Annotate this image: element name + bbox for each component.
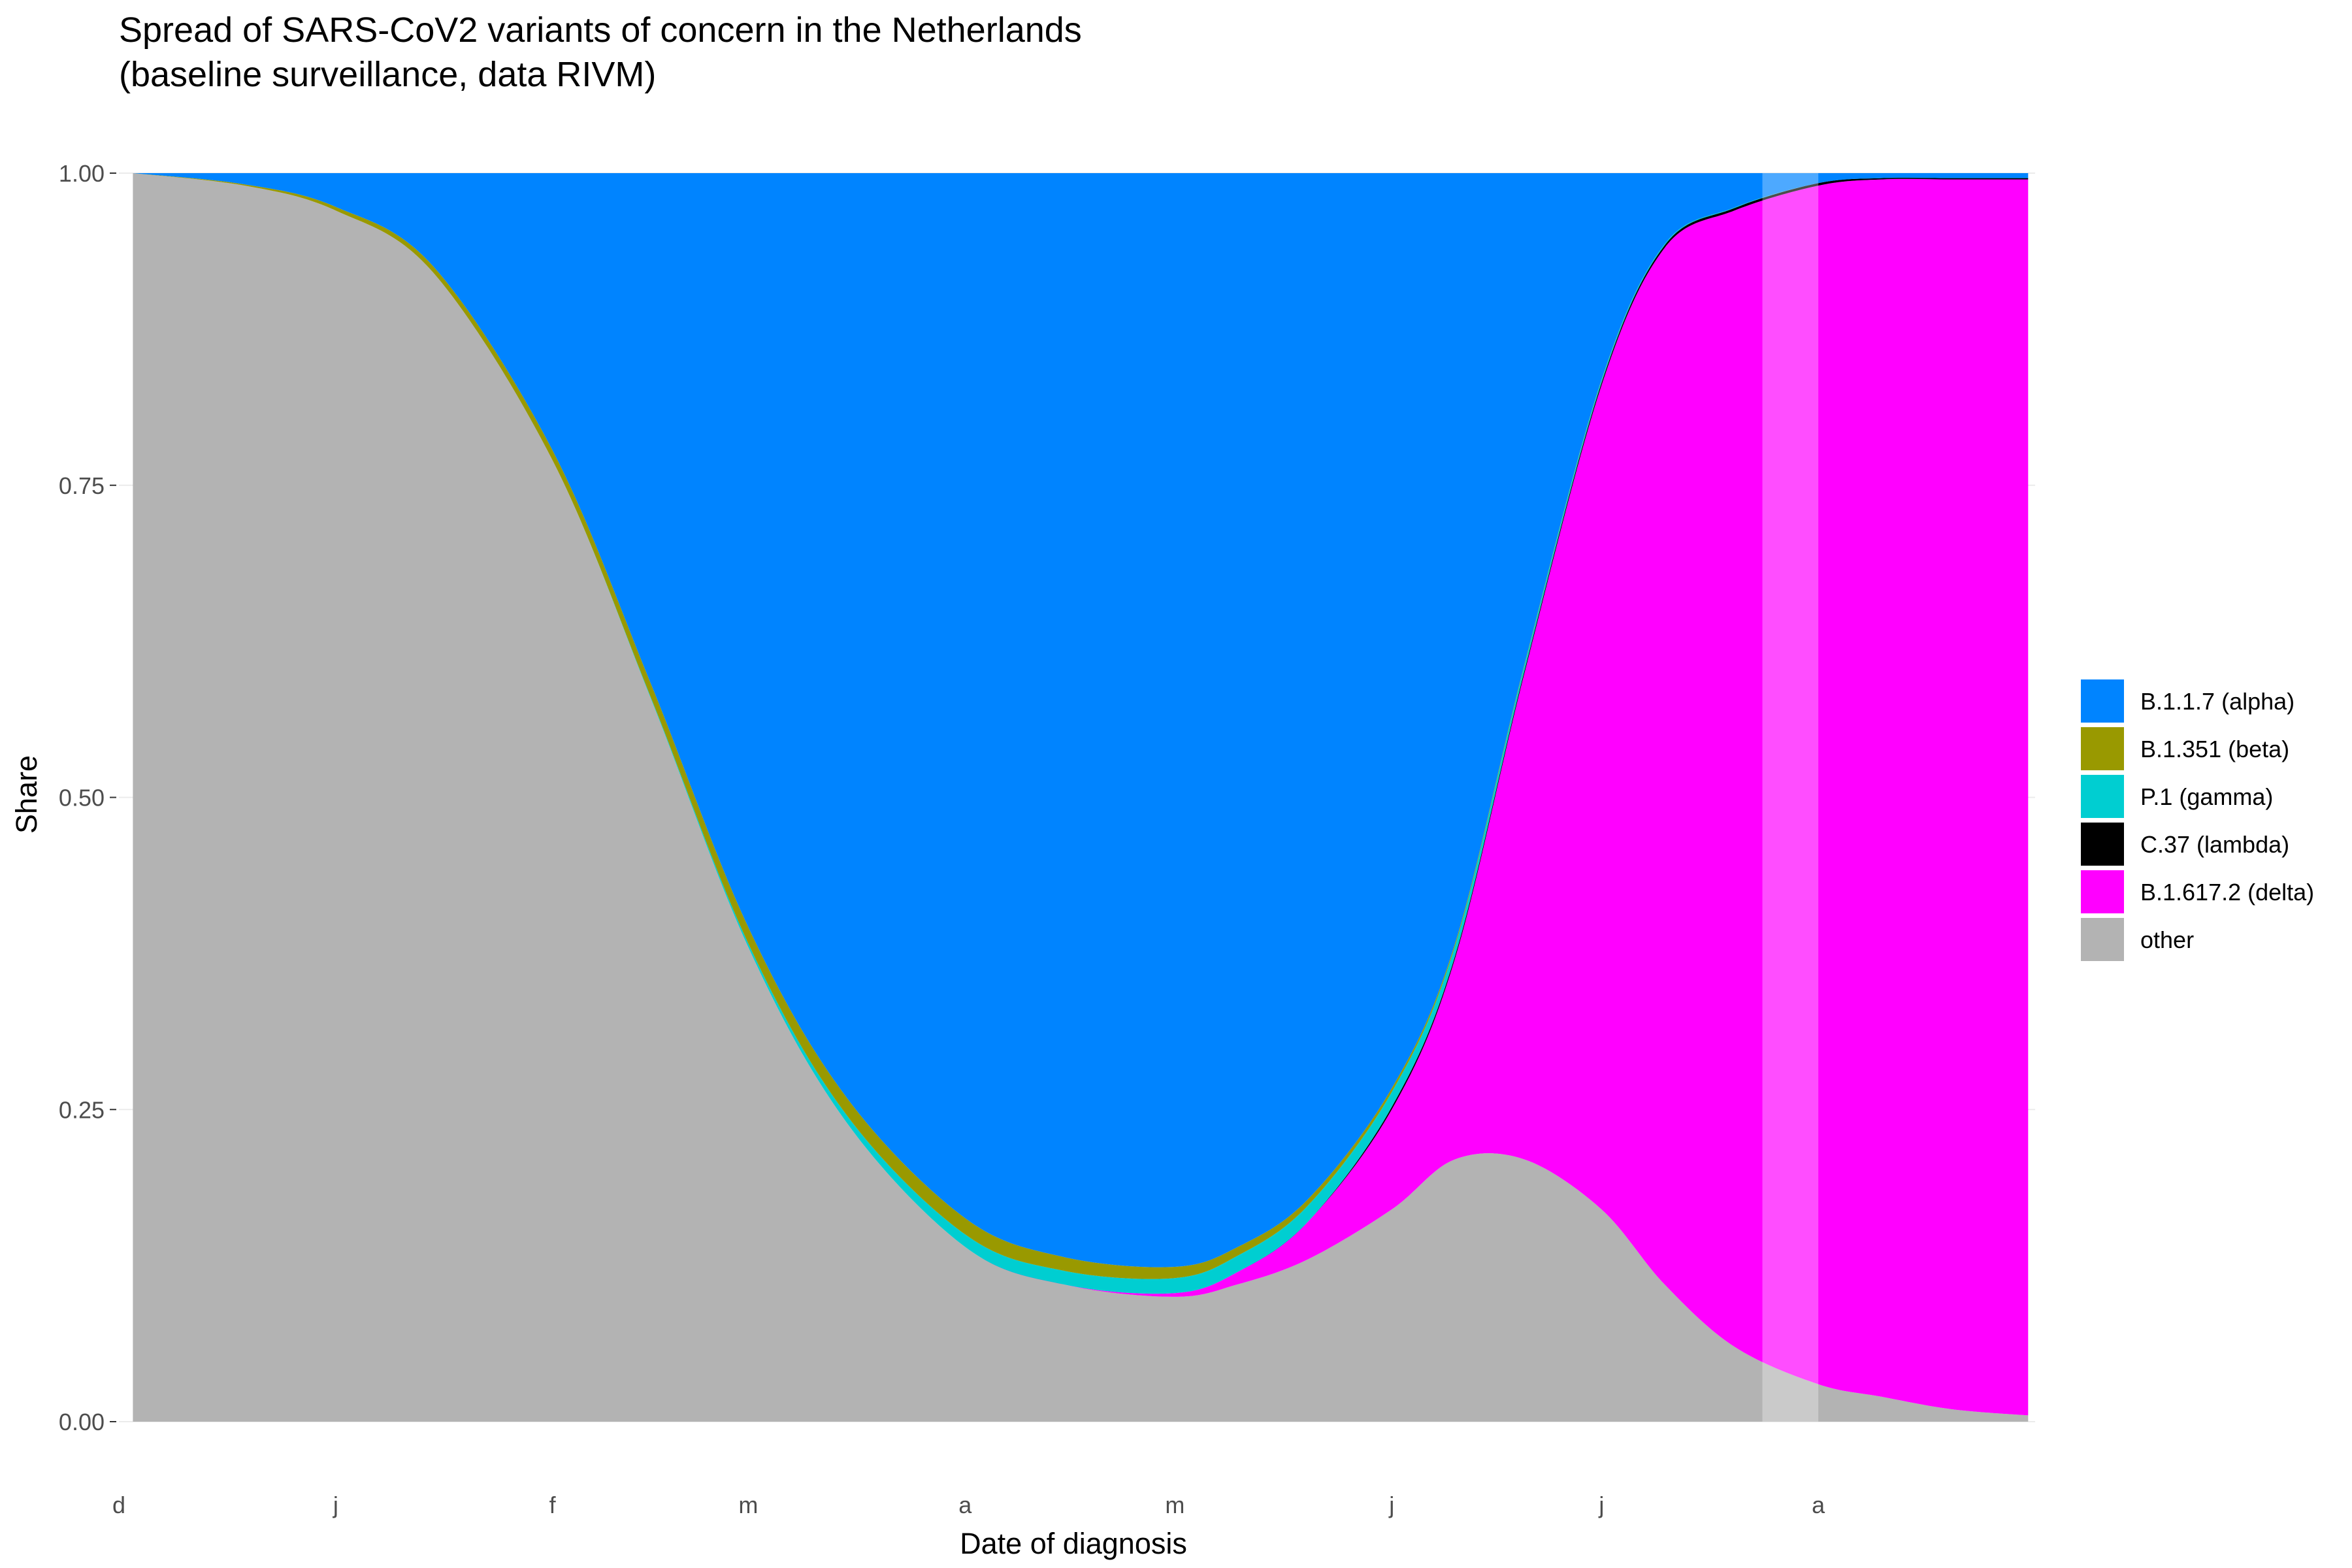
area-other	[133, 173, 2029, 1422]
y-tick-label: 0.50	[59, 785, 105, 811]
x-tick-label: m	[738, 1492, 758, 1518]
y-tick-label: 0.25	[59, 1096, 105, 1123]
x-tick-label: d	[112, 1492, 125, 1518]
x-tick-label: m	[1165, 1492, 1184, 1518]
highlight-band	[1762, 173, 1819, 1422]
x-tick-label: f	[549, 1492, 557, 1518]
area-b-1-617-2-delta	[133, 173, 2029, 1416]
legend-swatch	[2081, 775, 2124, 818]
y-axis-title: Share	[10, 755, 43, 834]
legend-label: other	[2140, 926, 2194, 953]
legend-swatch	[2081, 679, 2124, 723]
y-tick-label: 0.75	[59, 472, 105, 499]
x-tick-label: j	[1598, 1492, 1604, 1518]
legend-swatch	[2081, 918, 2124, 961]
legend-label: B.1.1.7 (alpha)	[2140, 688, 2295, 715]
x-tick-label: j	[333, 1492, 338, 1518]
x-tick-label: j	[1388, 1492, 1394, 1518]
chart-subtitle: (baseline surveillance, data RIVM)	[119, 55, 656, 94]
x-tick-label: a	[1812, 1492, 1825, 1518]
y-axis: 0.00 0.25 0.50 0.75 1.00	[59, 160, 116, 1435]
plot-panel	[119, 172, 2035, 1422]
legend-label: P.1 (gamma)	[2140, 783, 2273, 810]
legend-label: B.1.351 (beta)	[2140, 736, 2289, 762]
legend: B.1.1.7 (alpha) B.1.351 (beta) P.1 (gamma)…	[2081, 679, 2314, 961]
legend-swatch	[2081, 823, 2124, 866]
legend-label: B.1.617.2 (delta)	[2140, 879, 2314, 906]
x-tick-label: a	[958, 1492, 972, 1518]
y-tick-label: 1.00	[59, 160, 105, 187]
legend-swatch	[2081, 727, 2124, 770]
area-b-1-1-7-alpha	[133, 173, 2029, 1267]
chart-title: Spread of SARS-CoV2 variants of concern …	[119, 10, 1082, 50]
y-tick-label: 0.00	[59, 1409, 105, 1435]
x-axis-title: Date of diagnosis	[960, 1527, 1187, 1560]
legend-label: C.37 (lambda)	[2140, 831, 2289, 858]
legend-swatch	[2081, 870, 2124, 913]
